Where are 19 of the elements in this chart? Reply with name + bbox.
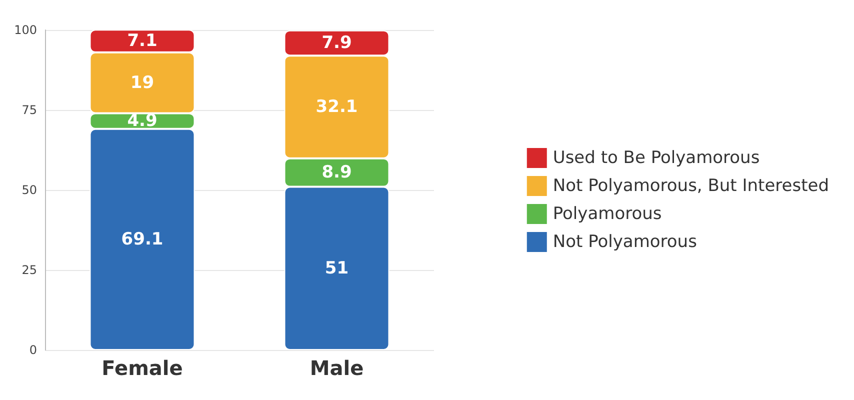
y-tick-label: 0 xyxy=(29,343,37,357)
data-label: 51 xyxy=(324,258,349,278)
y-tick-label: 75 xyxy=(22,103,37,117)
data-label: 4.9 xyxy=(127,111,158,132)
x-tick-label: Female xyxy=(102,356,183,380)
legend-label: Used to Be Polyamorous xyxy=(552,148,760,168)
data-label: 19 xyxy=(130,72,154,93)
data-label: 7.9 xyxy=(322,32,352,53)
data-label: 7.1 xyxy=(127,31,158,52)
legend-label: Not Polyamorous, But Interested xyxy=(552,176,830,196)
legend-label: Polyamorous xyxy=(552,204,662,224)
data-label: 8.9 xyxy=(322,162,352,183)
y-tick-label: 100 xyxy=(14,23,37,37)
y-tick-label: 50 xyxy=(22,183,37,197)
data-label: 69.1 xyxy=(121,229,164,250)
legend-label: Not Polyamorous xyxy=(552,232,698,252)
x-tick-label: Male xyxy=(310,356,364,380)
data-label: 32.1 xyxy=(316,96,358,117)
y-tick-label: 25 xyxy=(22,263,37,277)
